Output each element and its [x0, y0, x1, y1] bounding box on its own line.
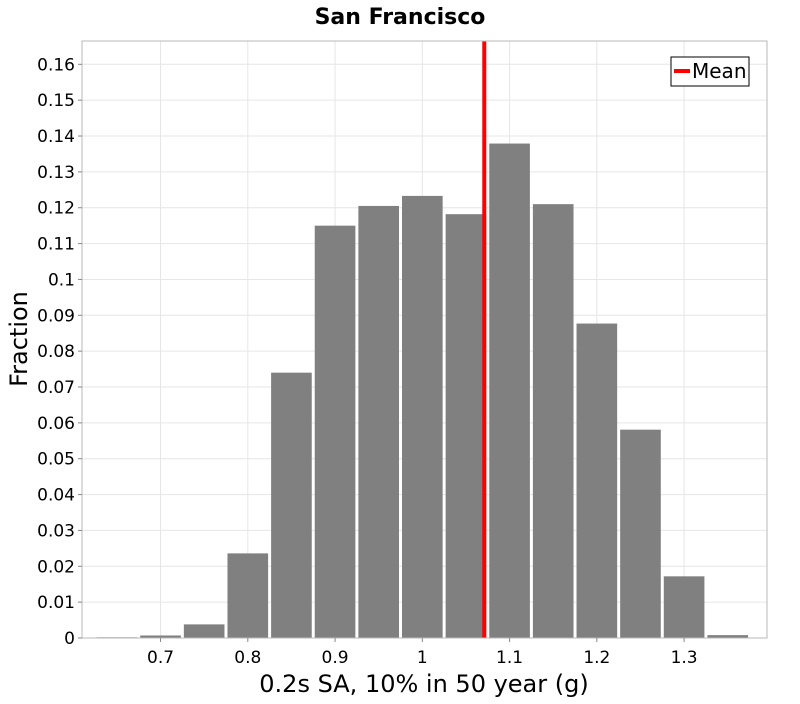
y-tick-label: 0.02 [37, 557, 75, 577]
legend: Mean [671, 57, 749, 86]
x-tick-label: 1 [417, 648, 428, 668]
y-tick-label: 0.04 [37, 486, 75, 506]
histogram-bar [533, 204, 574, 638]
x-axis-label: 0.2s SA, 10% in 50 year (g) [259, 670, 588, 698]
histogram-bar [315, 226, 356, 638]
histogram-bar [402, 196, 443, 638]
y-tick-label: 0.14 [37, 127, 75, 147]
y-tick-label: 0.16 [37, 55, 75, 75]
y-tick-label: 0.12 [37, 199, 75, 219]
histogram-bar [271, 373, 312, 638]
y-tick-label: 0.05 [37, 450, 75, 470]
histogram-bar [446, 214, 487, 638]
x-tick-label: 1.3 [671, 648, 698, 668]
x-tick-label: 0.7 [147, 648, 174, 668]
x-tick-label: 0.9 [322, 648, 349, 668]
y-tick-label: 0.07 [37, 378, 75, 398]
y-tick-label: 0.15 [37, 91, 75, 111]
y-tick-label: 0.1 [48, 270, 75, 290]
y-tick-label: 0.08 [37, 342, 75, 362]
histogram-bar [577, 324, 618, 638]
y-tick-label: 0.11 [37, 235, 75, 255]
histogram-bar [227, 553, 268, 638]
y-tick-label: 0.13 [37, 163, 75, 183]
x-tick-label: 1.1 [496, 648, 523, 668]
y-tick-label: 0 [64, 629, 75, 649]
histogram-bar [358, 206, 399, 638]
histogram-bar [184, 624, 225, 638]
y-tick-label: 0.06 [37, 414, 75, 434]
x-tick-label: 1.2 [583, 648, 610, 668]
y-tick-label: 0.09 [37, 306, 75, 326]
y-tick-label: 0.03 [37, 521, 75, 541]
bars-layer [97, 144, 792, 638]
histogram-bar [664, 576, 705, 638]
legend-mean-label: Mean [692, 59, 747, 83]
histogram-bar [620, 430, 661, 638]
y-tick-label: 0.01 [37, 593, 75, 613]
y-axis-label: Fraction [5, 291, 33, 387]
chart-title: San Francisco [315, 5, 486, 30]
x-tick-label: 0.8 [234, 648, 261, 668]
histogram-bar [489, 144, 530, 638]
